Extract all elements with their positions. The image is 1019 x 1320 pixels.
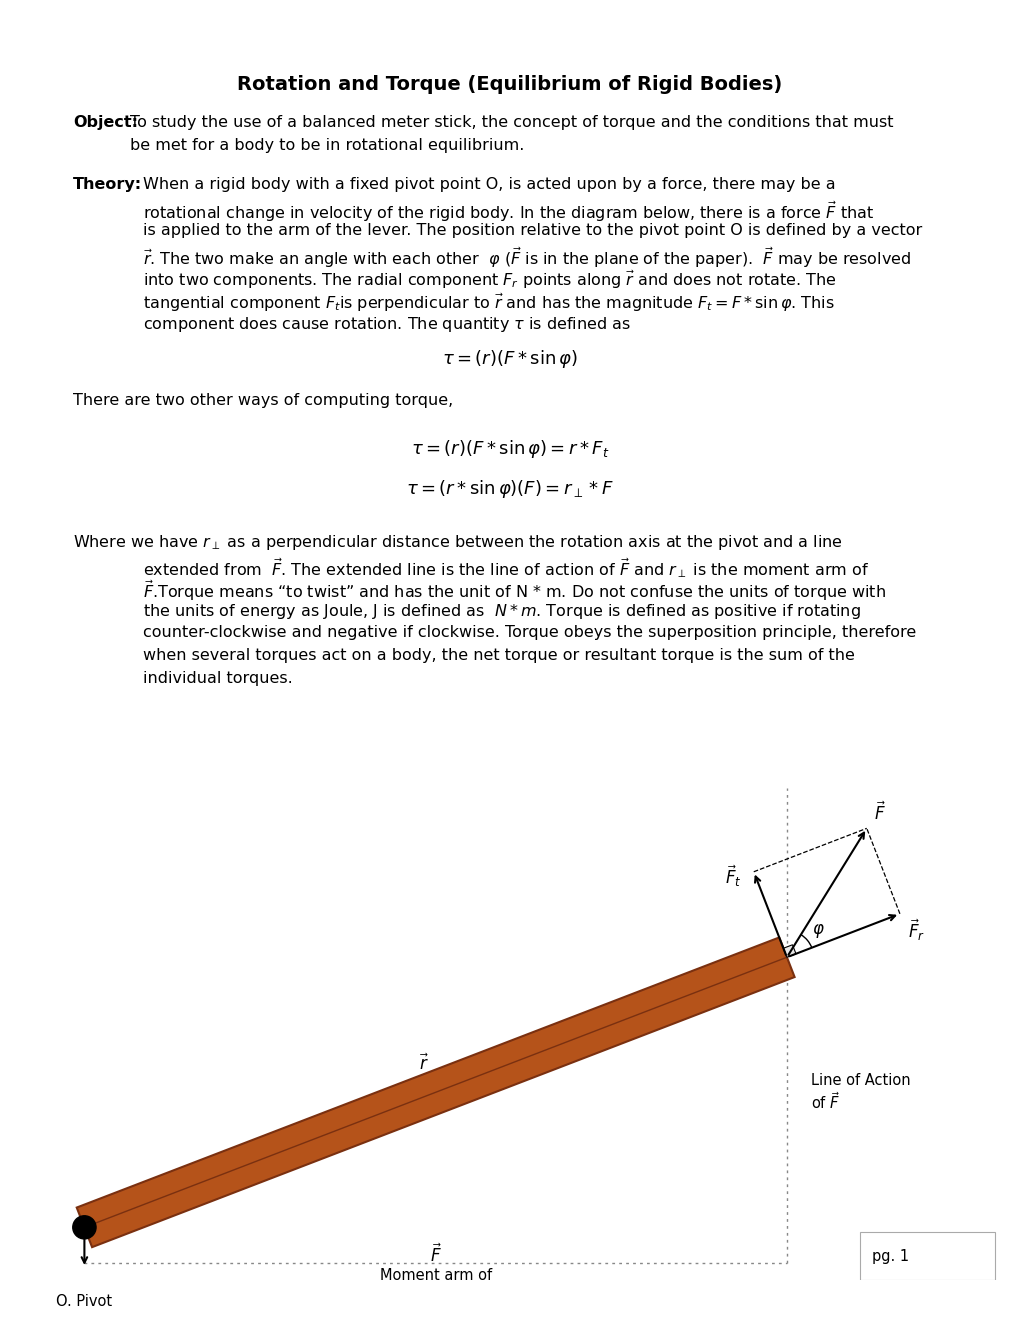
Text: component does cause rotation. The quantity $\tau$ is defined as: component does cause rotation. The quant… — [143, 315, 631, 334]
Circle shape — [72, 1216, 96, 1239]
Polygon shape — [783, 945, 795, 957]
Text: $\varphi$: $\varphi$ — [811, 923, 823, 940]
Text: tangential component $F_t$is perpendicular to $\vec{r}$ and has the magnitude $F: tangential component $F_t$is perpendicul… — [143, 292, 834, 314]
Text: $\vec{F}$: $\vec{F}$ — [872, 801, 884, 824]
Text: $\tau = (r * \sin\varphi)(F) = r_\perp * F$: $\tau = (r * \sin\varphi)(F) = r_\perp *… — [406, 478, 613, 500]
Bar — [859, 1232, 995, 1280]
Text: be met for a body to be in rotational equilibrium.: be met for a body to be in rotational eq… — [129, 139, 524, 153]
Text: To study the use of a balanced meter stick, the concept of torque and the condit: To study the use of a balanced meter sti… — [129, 115, 893, 129]
Text: counter-clockwise and negative if clockwise. Torque obeys the superposition prin: counter-clockwise and negative if clockw… — [143, 624, 915, 640]
Text: $\tau = (r)(F * \sin\varphi) = r * F_t$: $\tau = (r)(F * \sin\varphi) = r * F_t$ — [411, 438, 608, 459]
Text: extended from  $\vec{F}$. The extended line is the line of action of $\vec{F}$ a: extended from $\vec{F}$. The extended li… — [143, 556, 868, 579]
Text: When a rigid body with a fixed pivot point O, is acted upon by a force, there ma: When a rigid body with a fixed pivot poi… — [143, 177, 835, 191]
Text: Where we have $r_\perp$ as a perpendicular distance between the rotation axis at: Where we have $r_\perp$ as a perpendicul… — [73, 533, 842, 552]
Text: $\vec{F}_t$: $\vec{F}_t$ — [725, 863, 742, 890]
Text: $\vec{F}_r$: $\vec{F}_r$ — [907, 917, 924, 944]
Text: is applied to the arm of the lever. The position relative to the pivot point O i: is applied to the arm of the lever. The … — [143, 223, 921, 238]
Text: pg. 1: pg. 1 — [871, 1249, 908, 1263]
Text: $\vec{r}$: $\vec{r}$ — [419, 1053, 429, 1073]
Text: $\vec{r}$. The two make an angle with each other  $\varphi$ ($\vec{F}$ is in the: $\vec{r}$. The two make an angle with ea… — [143, 246, 910, 271]
Text: $\vec{F}$: $\vec{F}$ — [429, 1243, 441, 1266]
Text: Line of Action
of $\vec{F}$: Line of Action of $\vec{F}$ — [810, 1073, 910, 1111]
Text: Object:: Object: — [73, 115, 138, 129]
Text: into two components. The radial component $F_r$ points along $\vec{r}$ and does : into two components. The radial componen… — [143, 269, 836, 292]
Text: There are two other ways of computing torque,: There are two other ways of computing to… — [73, 393, 452, 408]
Text: rotational change in velocity of the rigid body. In the diagram below, there is : rotational change in velocity of the rig… — [143, 201, 873, 224]
Text: $\tau = (r)(F * \sin\varphi)$: $\tau = (r)(F * \sin\varphi)$ — [441, 348, 578, 370]
Text: Moment arm of: Moment arm of — [379, 1267, 491, 1283]
Polygon shape — [76, 937, 794, 1247]
Text: O. Pivot: O. Pivot — [56, 1294, 112, 1309]
Text: individual torques.: individual torques. — [143, 671, 292, 686]
Text: $\vec{F}$.Torque means “to twist” and has the unit of N $*$ m. Do not confuse th: $\vec{F}$.Torque means “to twist” and ha… — [143, 579, 886, 603]
Text: Rotation and Torque (Equilibrium of Rigid Bodies): Rotation and Torque (Equilibrium of Rigi… — [237, 75, 782, 94]
Text: the units of energy as Joule, J is defined as  $N * m$. Torque is defined as pos: the units of energy as Joule, J is defin… — [143, 602, 860, 620]
Text: when several torques act on a body, the net torque or resultant torque is the su: when several torques act on a body, the … — [143, 648, 854, 663]
Text: Theory:: Theory: — [73, 177, 142, 191]
